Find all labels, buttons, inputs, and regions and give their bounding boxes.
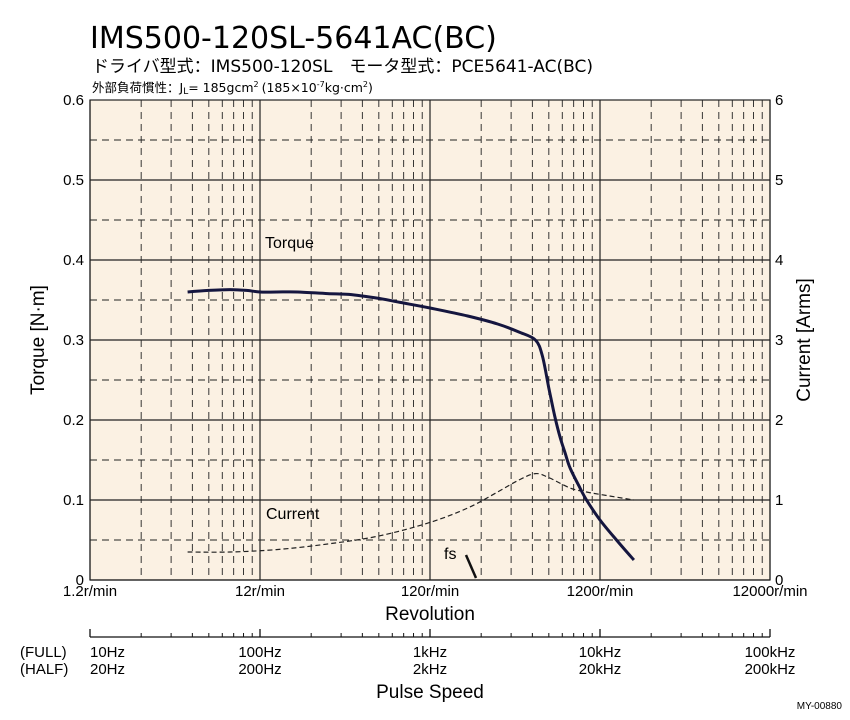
- torque-series-line: [187, 288, 636, 561]
- pulse-half-tick-label: 20kHz: [579, 661, 622, 678]
- y-tick-label: 0.4: [63, 252, 84, 269]
- pulse-half-label: (HALF): [20, 661, 68, 678]
- y2-tick-label: 4: [775, 252, 783, 269]
- y-tick-label: 0.6: [63, 92, 84, 109]
- x-tick-label: 12r/min: [235, 583, 285, 600]
- chart-subtitle: ドライバ型式：IMS500-120SL モータ型式：PCE5641-AC(BC): [92, 57, 593, 77]
- right-axis-ticks: 0 1 2 3 4 5 6: [775, 92, 783, 589]
- plot-frame: [89, 99, 771, 581]
- x-tick-label: 1200r/min: [567, 583, 634, 600]
- pulse-full-label: (FULL): [20, 644, 67, 661]
- pulse-speed-title: Pulse Speed: [376, 682, 484, 703]
- y-tick-label: 0.2: [63, 412, 84, 429]
- x-axis-title: Revolution: [385, 604, 475, 625]
- pulse-half-tick-label: 20Hz: [90, 661, 125, 678]
- annotation-fs: fs: [444, 546, 456, 563]
- pulse-half-tick-label: 2kHz: [413, 661, 447, 678]
- x-tick-label: 120r/min: [401, 583, 459, 600]
- y-tick-label: 0.3: [63, 332, 84, 349]
- document-code: MY-00880: [797, 701, 843, 712]
- y2-tick-label: 0: [775, 572, 783, 589]
- fs-marker: [464, 554, 478, 579]
- y2-tick-label: 5: [775, 172, 783, 189]
- y-tick-label: 0: [76, 572, 84, 589]
- y2-tick-label: 1: [775, 492, 783, 509]
- pulse-full-tick-label: 1kHz: [413, 644, 447, 661]
- chart-title: IMS500-120SL-5641AC(BC): [90, 21, 497, 56]
- pulse-full-tick-label: 10kHz: [579, 644, 622, 661]
- y2-tick-label: 2: [775, 412, 783, 429]
- y2-tick-label: 3: [775, 332, 783, 349]
- x-tick-label: 12000r/min: [732, 583, 807, 600]
- y2-axis-title: Current [Arms]: [794, 278, 815, 402]
- pulse-full-tick-label: 100kHz: [745, 644, 796, 661]
- y2-tick-label: 6: [775, 92, 783, 109]
- pulse-half-tick-label: 200kHz: [745, 661, 796, 678]
- y-axis-title: Torque [N·m]: [28, 285, 49, 395]
- annotation-current: Current: [266, 506, 320, 523]
- pulse-full-tick-label: 10Hz: [90, 644, 125, 661]
- x-tick-label: 1.2r/min: [63, 583, 117, 600]
- left-axis-ticks: 0 0.1 0.2 0.3 0.4 0.5 0.6: [63, 92, 84, 589]
- pulse-full-tick-label: 100Hz: [238, 644, 281, 661]
- pulse-half-tick-label: 200Hz: [238, 661, 281, 678]
- y-tick-label: 0.5: [63, 172, 84, 189]
- inertia-line: 外部負荷慣性：JL= 185gcm2 (185×10-7kg·cm2): [92, 80, 373, 97]
- y-tick-label: 0.1: [63, 492, 84, 509]
- annotation-torque: Torque: [265, 235, 314, 252]
- x-axis-ticks: 1.2r/min 12r/min 120r/min 1200r/min 12000r/m…: [63, 583, 808, 600]
